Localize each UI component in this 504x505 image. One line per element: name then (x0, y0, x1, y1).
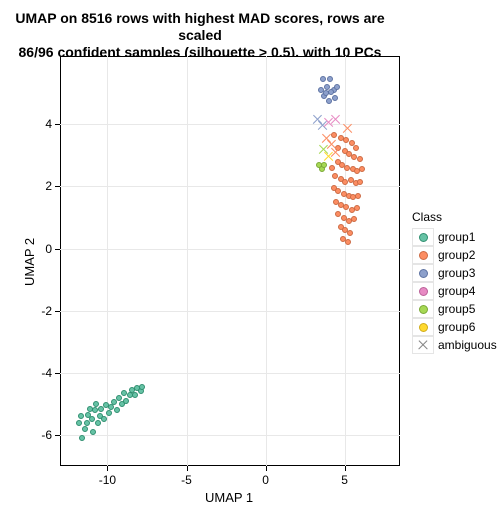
dot-icon (412, 264, 434, 282)
chart-title: UMAP on 8516 rows with highest MAD score… (0, 10, 400, 60)
dot-icon (412, 282, 434, 300)
legend-title: Class (412, 210, 497, 224)
ytick-label: 2 (32, 179, 52, 193)
ytick-label: -4 (32, 366, 52, 380)
gridline-v (345, 56, 346, 466)
point-group2 (357, 179, 363, 185)
point-group1 (78, 413, 84, 419)
tick-y (55, 311, 60, 312)
point-group2 (351, 216, 357, 222)
tick-x (266, 466, 267, 471)
gridline-v (266, 56, 267, 466)
legend-item-group6: group6 (412, 318, 497, 336)
point-group3 (320, 76, 326, 82)
point-ambiguous (324, 152, 333, 161)
tick-y (55, 435, 60, 436)
point-ambiguous (331, 115, 340, 124)
point-group1 (76, 420, 82, 426)
point-group3 (323, 90, 329, 96)
point-group3 (334, 84, 340, 90)
gridline-v (187, 56, 188, 466)
point-group1 (82, 426, 88, 432)
dot-icon (412, 246, 434, 264)
tick-x (107, 466, 108, 471)
gridline-h (60, 373, 400, 374)
point-group1 (87, 406, 93, 412)
point-group1 (89, 416, 95, 422)
point-group2 (347, 230, 353, 236)
point-group2 (353, 145, 359, 151)
point-group1 (90, 429, 96, 435)
gridline-h (60, 435, 400, 436)
point-group3 (328, 89, 334, 95)
xtick-label: -10 (99, 473, 116, 487)
tick-y (55, 124, 60, 125)
legend-item-group3: group3 (412, 264, 497, 282)
cross-icon (412, 336, 434, 354)
legend-item-group4: group4 (412, 282, 497, 300)
legend-label: ambiguous (438, 338, 497, 352)
point-group5 (321, 162, 327, 168)
legend-item-group5: group5 (412, 300, 497, 318)
point-group1 (93, 401, 99, 407)
xtick-label: -5 (181, 473, 192, 487)
point-group1 (139, 384, 145, 390)
point-group1 (116, 395, 122, 401)
tick-y (55, 249, 60, 250)
ytick-label: -6 (32, 428, 52, 442)
legend-label: group6 (438, 320, 475, 334)
point-group1 (111, 399, 117, 405)
x-axis-label: UMAP 1 (205, 490, 253, 505)
xtick-label: 5 (341, 473, 348, 487)
ytick-label: -2 (32, 304, 52, 318)
dot-icon (412, 300, 434, 318)
point-group2 (359, 166, 365, 172)
point-group1 (95, 420, 101, 426)
point-group2 (329, 165, 335, 171)
legend-item-group2: group2 (412, 246, 497, 264)
point-ambiguous (319, 145, 328, 154)
plot-panel (60, 56, 400, 466)
gridline-h (60, 249, 400, 250)
point-group1 (101, 416, 107, 422)
legend-label: group1 (438, 230, 475, 244)
point-group2 (355, 193, 361, 199)
point-group3 (326, 98, 332, 104)
legend: Class group1 group2 group3 group4 group5 grou… (412, 210, 497, 354)
point-group1 (106, 410, 112, 416)
point-group1 (114, 407, 120, 413)
ytick-label: 0 (32, 242, 52, 256)
legend-label: group5 (438, 302, 475, 316)
point-group2 (357, 156, 363, 162)
point-group3 (327, 76, 333, 82)
legend-label: group4 (438, 284, 475, 298)
tick-x (187, 466, 188, 471)
chart-title-line1: UMAP on 8516 rows with highest MAD score… (0, 10, 400, 44)
point-group1 (79, 435, 85, 441)
point-group2 (354, 205, 360, 211)
dot-icon (412, 318, 434, 336)
point-group3 (332, 95, 338, 101)
legend-label: group3 (438, 266, 475, 280)
tick-x (345, 466, 346, 471)
point-ambiguous (343, 124, 352, 133)
point-group2 (331, 132, 337, 138)
tick-y (55, 373, 60, 374)
point-group1 (123, 398, 129, 404)
legend-item-group1: group1 (412, 228, 497, 246)
tick-y (55, 186, 60, 187)
gridline-h (60, 186, 400, 187)
gridline-h (60, 311, 400, 312)
point-group2 (345, 239, 351, 245)
legend-label: group2 (438, 248, 475, 262)
ytick-label: 4 (32, 117, 52, 131)
xtick-label: 0 (262, 473, 269, 487)
dot-icon (412, 228, 434, 246)
legend-item-ambiguous: ambiguous (412, 336, 497, 354)
